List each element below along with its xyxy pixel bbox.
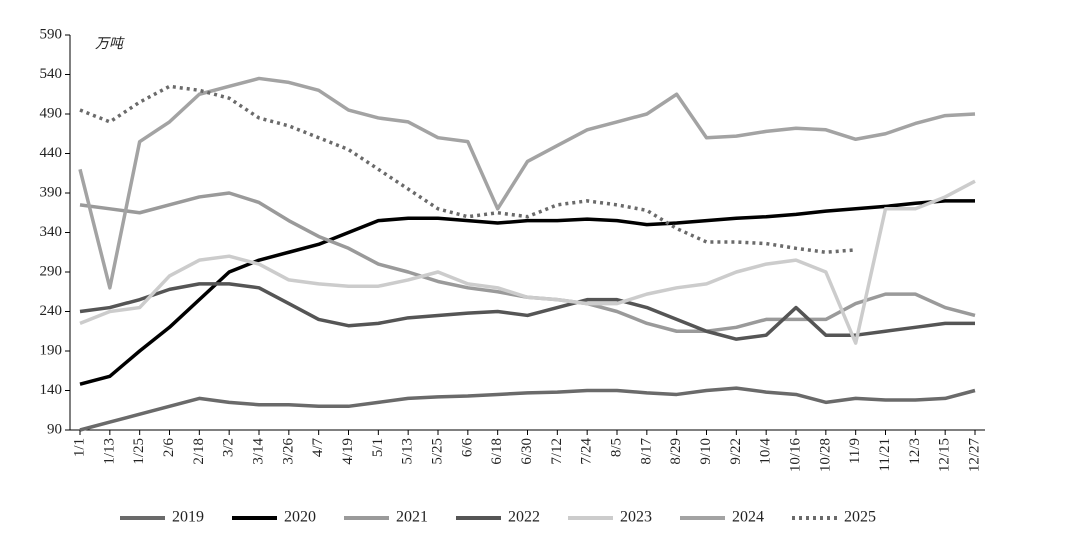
x-tick-label: 4/19 bbox=[340, 438, 356, 465]
series-line bbox=[79, 84, 856, 254]
legend-label: 2022 bbox=[508, 509, 540, 526]
x-tick-label: 4/7 bbox=[310, 438, 326, 458]
x-tick-label: 3/26 bbox=[280, 438, 296, 465]
x-tick-label: 11/9 bbox=[847, 438, 863, 464]
y-tick-label: 90 bbox=[47, 421, 62, 437]
x-tick-label: 10/16 bbox=[787, 438, 803, 473]
y-tick-label: 340 bbox=[40, 224, 63, 240]
y-unit: 万吨 bbox=[95, 36, 125, 52]
y-tick-label: 290 bbox=[40, 263, 63, 279]
legend-label: 2025 bbox=[844, 509, 876, 526]
legend-label: 2024 bbox=[732, 509, 764, 526]
series-line bbox=[79, 282, 975, 341]
x-tick-label: 11/21 bbox=[877, 438, 893, 472]
y-tick-label: 540 bbox=[40, 66, 63, 82]
x-tick-label: 8/17 bbox=[638, 438, 654, 465]
x-tick-label: 12/15 bbox=[937, 438, 953, 472]
x-tick-label: 6/30 bbox=[519, 438, 535, 465]
x-tick-label: 10/4 bbox=[758, 438, 774, 465]
y-tick-label: 440 bbox=[40, 145, 63, 161]
legend-label: 2020 bbox=[284, 509, 316, 526]
legend-label: 2021 bbox=[396, 509, 428, 526]
series-line bbox=[79, 199, 975, 386]
x-tick-label: 6/18 bbox=[489, 438, 505, 465]
x-tick-label: 1/1 bbox=[71, 438, 87, 457]
x-tick-label: 5/1 bbox=[370, 438, 386, 457]
x-tick-label: 5/25 bbox=[429, 438, 445, 465]
x-tick-label: 12/3 bbox=[907, 438, 923, 465]
x-tick-label: 10/28 bbox=[817, 438, 833, 472]
x-tick-label: 9/22 bbox=[728, 438, 744, 465]
x-tick-label: 3/2 bbox=[221, 438, 237, 457]
x-tick-label: 8/5 bbox=[608, 438, 624, 457]
x-tick-label: 2/18 bbox=[191, 438, 207, 465]
x-tick-label: 5/13 bbox=[400, 438, 416, 465]
x-tick-label: 3/14 bbox=[250, 438, 266, 465]
y-tick-label: 140 bbox=[40, 382, 63, 398]
y-tick-label: 240 bbox=[40, 303, 63, 319]
x-tick-label: 7/24 bbox=[579, 438, 595, 465]
series-line bbox=[78, 76, 976, 290]
x-tick-label: 9/10 bbox=[698, 438, 714, 465]
x-tick-label: 1/25 bbox=[131, 438, 147, 465]
y-tick-label: 590 bbox=[40, 26, 63, 42]
y-tick-label: 490 bbox=[40, 105, 63, 121]
y-tick-label: 190 bbox=[40, 342, 63, 358]
x-tick-label: 7/12 bbox=[549, 438, 565, 465]
series-line bbox=[79, 386, 976, 432]
x-tick-label: 2/6 bbox=[161, 438, 177, 458]
series-line bbox=[79, 179, 976, 345]
x-tick-label: 6/6 bbox=[459, 438, 475, 458]
legend-label: 2023 bbox=[620, 509, 652, 526]
x-tick-label: 8/29 bbox=[668, 438, 684, 465]
x-tick-label: 12/27 bbox=[966, 438, 982, 473]
x-tick-label: 1/13 bbox=[101, 438, 117, 465]
legend-label: 2019 bbox=[172, 509, 204, 526]
y-tick-label: 390 bbox=[40, 184, 63, 200]
